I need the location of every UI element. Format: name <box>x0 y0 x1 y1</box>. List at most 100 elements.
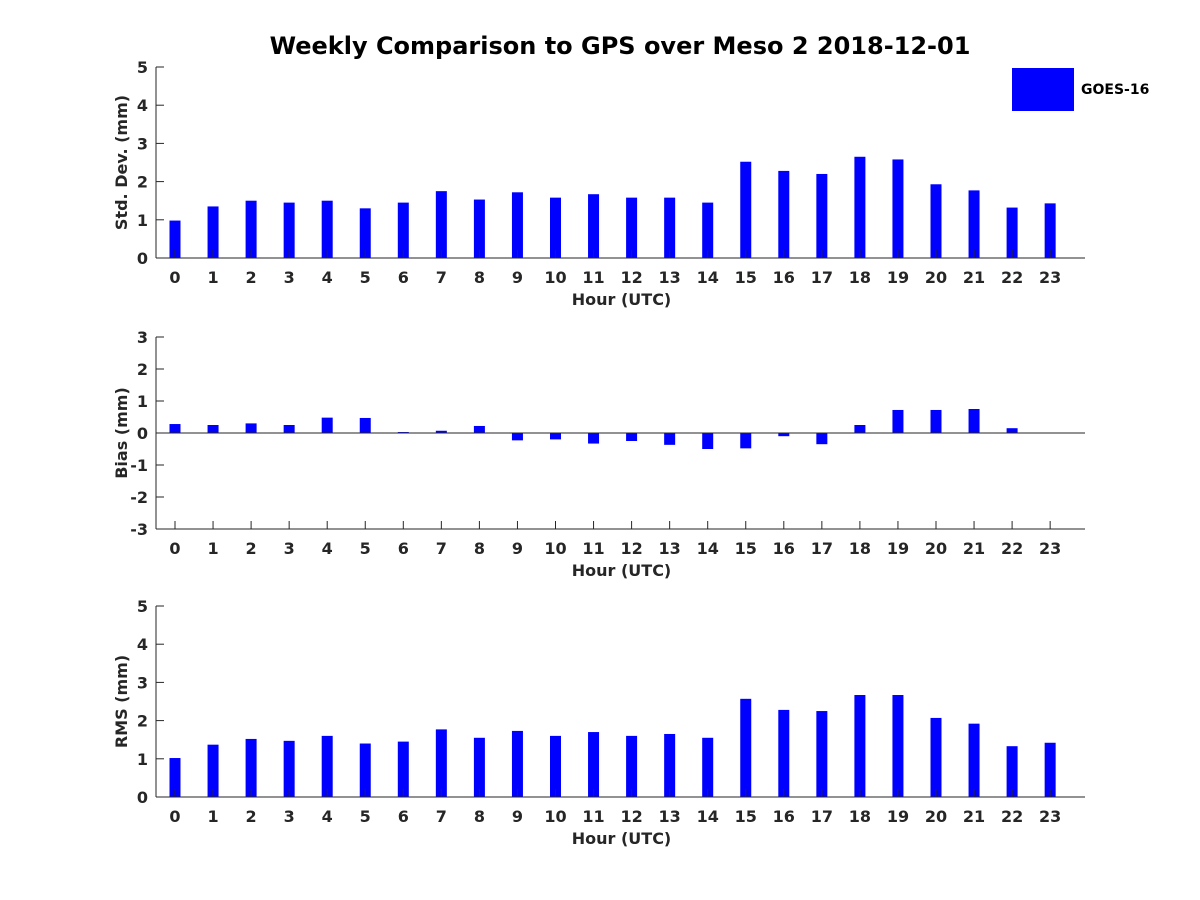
bar-std-dev-hour-16 <box>778 170 790 258</box>
bar-bias-hour-9 <box>511 433 523 441</box>
x-tick-label-rms-8: 8 <box>474 807 485 826</box>
y-tick-label-rms-2: 2 <box>137 712 148 731</box>
bar-std-dev-hour-21 <box>968 190 980 258</box>
x-tick-label-std-dev-19: 19 <box>887 268 909 287</box>
bar-std-dev-hour-23 <box>1044 203 1056 258</box>
bar-bias-hour-7 <box>435 430 447 433</box>
x-tick-label-bias-18: 18 <box>849 539 871 558</box>
x-tick-label-rms-15: 15 <box>735 807 757 826</box>
x-tick-label-bias-5: 5 <box>360 539 371 558</box>
x-tick-label-bias-15: 15 <box>735 539 757 558</box>
x-tick-label-bias-20: 20 <box>925 539 947 558</box>
bar-rms-hour-17 <box>816 711 828 797</box>
bar-rms-hour-10 <box>550 735 561 797</box>
bar-rms-hour-5 <box>359 743 371 797</box>
x-tick-label-bias-23: 23 <box>1039 539 1061 558</box>
x-tick-label-rms-12: 12 <box>620 807 642 826</box>
bar-bias-hour-8 <box>473 425 485 433</box>
x-tick-label-std-dev-15: 15 <box>735 268 757 287</box>
bar-rms-hour-11 <box>588 732 600 797</box>
bar-std-dev-hour-8 <box>473 199 485 258</box>
y-tick-label-std-dev-2: 2 <box>137 173 148 192</box>
y-tick-label-bias-2: 2 <box>137 360 148 379</box>
x-tick-label-rms-9: 9 <box>512 807 523 826</box>
bar-bias-hour-5 <box>359 417 371 433</box>
bar-bias-hour-16 <box>778 433 790 437</box>
y-tick-label-rms-0: 0 <box>137 788 148 807</box>
x-tick-label-bias-7: 7 <box>436 539 447 558</box>
x-tick-label-bias-17: 17 <box>811 539 833 558</box>
bar-std-dev-hour-4 <box>321 200 333 258</box>
x-tick-label-std-dev-9: 9 <box>512 268 523 287</box>
x-tick-label-rms-20: 20 <box>925 807 947 826</box>
bar-bias-hour-0 <box>169 424 181 433</box>
x-tick-label-std-dev-17: 17 <box>811 268 833 287</box>
bar-std-dev-hour-18 <box>854 156 866 258</box>
y-tick-label-rms-5: 5 <box>137 597 148 616</box>
x-tick-label-bias-8: 8 <box>474 539 485 558</box>
x-tick-label-rms-7: 7 <box>436 807 447 826</box>
x-tick-label-bias-21: 21 <box>963 539 985 558</box>
bar-std-dev-hour-14 <box>702 202 714 258</box>
bar-std-dev-hour-15 <box>740 161 752 258</box>
x-tick-label-bias-6: 6 <box>398 539 409 558</box>
x-tick-label-bias-13: 13 <box>659 539 681 558</box>
x-tick-label-std-dev-20: 20 <box>925 268 947 287</box>
y-tick-label-std-dev-0: 0 <box>137 249 148 268</box>
bar-std-dev-hour-2 <box>245 200 257 258</box>
bar-std-dev-hour-1 <box>207 206 219 258</box>
bar-rms-hour-20 <box>930 717 942 797</box>
chart-title: Weekly Comparison to GPS over Meso 2 201… <box>270 32 971 60</box>
x-tick-label-std-dev-11: 11 <box>582 268 604 287</box>
bar-bias-hour-21 <box>968 409 980 433</box>
y-tick-label-rms-3: 3 <box>137 673 148 692</box>
bar-std-dev-hour-9 <box>511 192 523 258</box>
x-tick-label-rms-1: 1 <box>207 807 218 826</box>
y-tick-label-bias--2: -2 <box>130 488 148 507</box>
x-tick-label-rms-2: 2 <box>246 807 257 826</box>
x-tick-label-rms-13: 13 <box>659 807 681 826</box>
x-tick-label-rms-22: 22 <box>1001 807 1023 826</box>
x-tick-label-rms-18: 18 <box>849 807 871 826</box>
x-tick-label-std-dev-10: 10 <box>544 268 566 287</box>
bar-rms-hour-16 <box>778 709 790 797</box>
x-tick-label-std-dev-14: 14 <box>697 268 719 287</box>
x-tick-label-std-dev-6: 6 <box>398 268 409 287</box>
bar-bias-hour-20 <box>930 409 942 433</box>
x-tick-label-std-dev-0: 0 <box>169 268 180 287</box>
x-tick-label-bias-16: 16 <box>773 539 795 558</box>
legend: GOES-16 <box>1012 68 1149 111</box>
x-tick-label-bias-1: 1 <box>207 539 218 558</box>
x-axis-label-std-dev: Hour (UTC) <box>572 290 672 309</box>
bar-bias-hour-2 <box>245 423 257 433</box>
x-tick-label-rms-5: 5 <box>360 807 371 826</box>
y-axis-label-bias: Bias (mm) <box>112 387 131 479</box>
legend-swatch <box>1012 68 1074 111</box>
x-tick-label-std-dev-21: 21 <box>963 268 985 287</box>
x-tick-label-rms-16: 16 <box>773 807 795 826</box>
bar-rms-hour-6 <box>397 741 409 797</box>
bar-rms-hour-19 <box>892 695 904 797</box>
x-tick-label-rms-10: 10 <box>544 807 566 826</box>
bar-std-dev-hour-0 <box>169 220 181 258</box>
legend-label: GOES-16 <box>1081 82 1149 98</box>
bar-std-dev-hour-6 <box>397 202 409 258</box>
bar-bias-hour-18 <box>854 425 866 433</box>
bar-rms-hour-4 <box>321 735 333 797</box>
bar-rms-hour-2 <box>245 738 257 797</box>
bar-std-dev-hour-19 <box>892 159 904 258</box>
x-tick-label-bias-3: 3 <box>284 539 295 558</box>
bar-rms-hour-8 <box>473 737 485 797</box>
bar-std-dev-hour-7 <box>435 191 447 258</box>
bar-bias-hour-13 <box>664 433 676 445</box>
x-tick-label-rms-14: 14 <box>697 807 719 826</box>
bar-bias-hour-12 <box>626 433 638 441</box>
x-tick-label-std-dev-4: 4 <box>322 268 333 287</box>
bar-std-dev-hour-20 <box>930 184 942 258</box>
x-tick-label-std-dev-2: 2 <box>246 268 257 287</box>
x-tick-label-std-dev-16: 16 <box>773 268 795 287</box>
bar-rms-hour-9 <box>511 730 523 797</box>
bar-rms-hour-7 <box>435 729 447 797</box>
